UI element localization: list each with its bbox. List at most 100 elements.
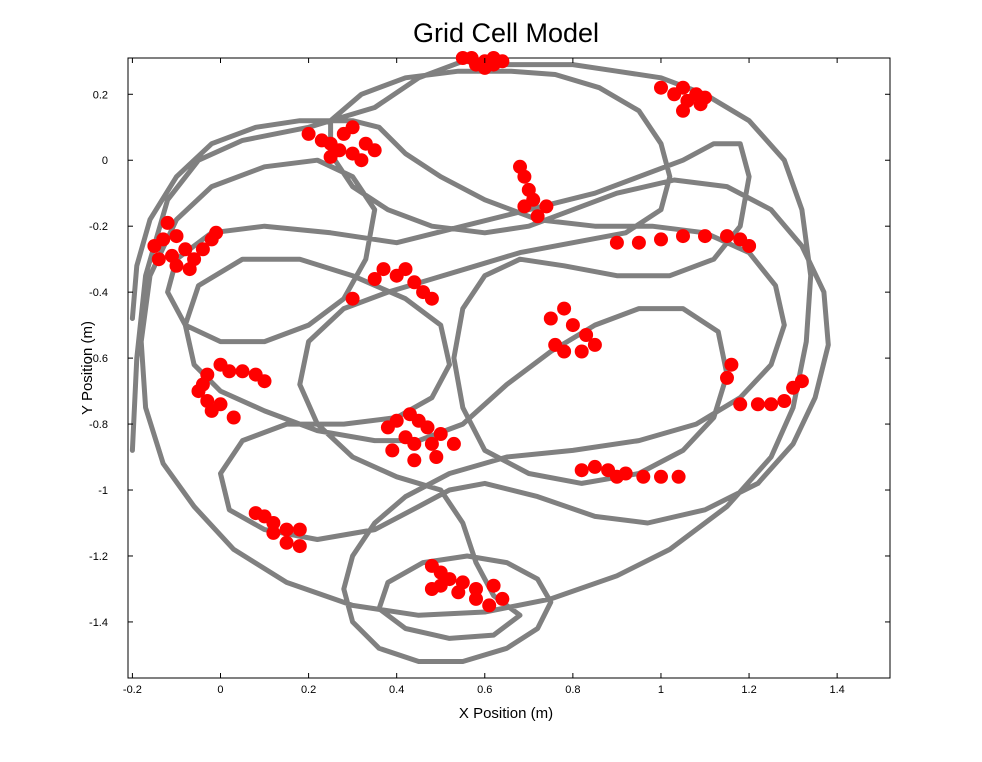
spike-point — [209, 225, 224, 240]
chart-title: Grid Cell Model — [413, 18, 599, 48]
spike-point — [676, 229, 690, 244]
x-tick-label: 0 — [217, 684, 223, 696]
x-tick-label: 0.4 — [389, 684, 404, 696]
spike-point — [609, 235, 624, 250]
spike-point — [486, 578, 501, 593]
spike-point — [222, 364, 237, 379]
spike-point — [156, 232, 171, 247]
y-tick-label: -0.6 — [89, 353, 108, 365]
spike-point — [733, 397, 748, 412]
spike-point — [429, 450, 444, 464]
spike-point — [446, 436, 461, 451]
spike-point — [587, 337, 602, 352]
spike-layer — [147, 51, 809, 613]
spike-point — [151, 252, 166, 267]
spike-point — [469, 591, 483, 606]
spike-point — [292, 522, 307, 537]
spike-point — [654, 469, 668, 484]
spike-point — [424, 436, 439, 451]
y-tick-label: -1.4 — [89, 617, 108, 629]
spike-point — [574, 344, 589, 359]
x-tick-label: -0.2 — [123, 684, 142, 696]
spike-point — [389, 413, 404, 428]
spike-point — [345, 291, 360, 306]
spike-point — [345, 120, 360, 135]
spike-point — [213, 397, 228, 412]
spike-point — [565, 318, 580, 333]
spike-point — [469, 582, 483, 596]
y-tick-label: -0.2 — [89, 221, 108, 233]
spike-point — [654, 232, 668, 247]
spike-point — [742, 239, 757, 253]
spike-point — [676, 80, 690, 95]
spike-point — [407, 436, 422, 451]
spike-point — [579, 328, 594, 342]
spike-point — [191, 384, 206, 399]
spike-point — [279, 522, 294, 537]
spike-point — [750, 397, 765, 412]
spike-point — [292, 539, 307, 554]
x-tick-label: 1 — [658, 684, 664, 696]
y-tick-label: 0 — [102, 155, 108, 167]
spike-point — [631, 235, 646, 250]
spike-point — [169, 229, 184, 244]
x-tick-label: 1.4 — [829, 684, 844, 696]
trajectory-layer — [129, 58, 831, 664]
spike-point — [482, 598, 497, 613]
spike-point — [266, 525, 281, 540]
spike-point — [354, 153, 369, 168]
spike-point — [407, 453, 422, 468]
x-axis-label: X Position (m) — [459, 705, 553, 722]
y-tick-label: -0.8 — [89, 419, 108, 431]
spike-point — [226, 410, 241, 425]
spike-point — [451, 585, 466, 600]
spike-point — [764, 397, 779, 412]
y-tick-label: -1.2 — [89, 551, 108, 563]
spike-point — [574, 463, 589, 478]
spike-point — [671, 469, 686, 484]
spike-point — [195, 242, 210, 257]
spike-point — [279, 535, 294, 550]
y-axis-label: Y Position (m) — [79, 321, 96, 415]
spike-point — [367, 143, 382, 158]
spike-point — [777, 394, 792, 408]
spike-point — [698, 229, 712, 244]
spike-point — [433, 427, 448, 441]
spike-point — [323, 149, 338, 164]
spike-point — [424, 291, 439, 306]
spike-point — [557, 301, 572, 316]
spike-point — [539, 199, 554, 214]
spike-point — [794, 374, 809, 389]
spike-point — [587, 459, 602, 474]
spike-point — [235, 364, 250, 379]
spike-point — [301, 126, 316, 141]
spike-point — [720, 370, 734, 385]
spike-point — [654, 80, 668, 95]
spike-point — [178, 242, 193, 257]
spike-point — [543, 311, 558, 326]
spike-point — [517, 199, 532, 214]
spike-point — [398, 262, 413, 277]
spike-point — [720, 229, 734, 244]
spike-point — [636, 469, 651, 484]
spike-point — [530, 209, 545, 224]
x-tick-label: 0.6 — [477, 684, 492, 696]
spike-point — [169, 258, 184, 273]
spike-point — [698, 90, 712, 105]
x-tick-label: 1.2 — [741, 684, 756, 696]
spike-point — [266, 516, 281, 530]
x-tick-label: 0.2 — [301, 684, 316, 696]
y-tick-label: -0.4 — [89, 287, 108, 299]
spike-point — [557, 344, 572, 359]
spike-point — [424, 582, 439, 596]
spike-point — [182, 262, 197, 277]
spike-point — [486, 57, 501, 72]
trajectory-line — [129, 58, 831, 664]
tick-layer: -0.2 0 0.2 0.4 0.6 0.8 1 1.2 1.4 0.2 0 -0.2 -0.4 -0.6… — [89, 58, 890, 696]
spike-point — [407, 275, 422, 290]
spike-point — [257, 374, 272, 389]
spike-point — [385, 443, 400, 458]
y-tick-label: 0.2 — [93, 89, 108, 101]
spike-point — [609, 469, 624, 484]
